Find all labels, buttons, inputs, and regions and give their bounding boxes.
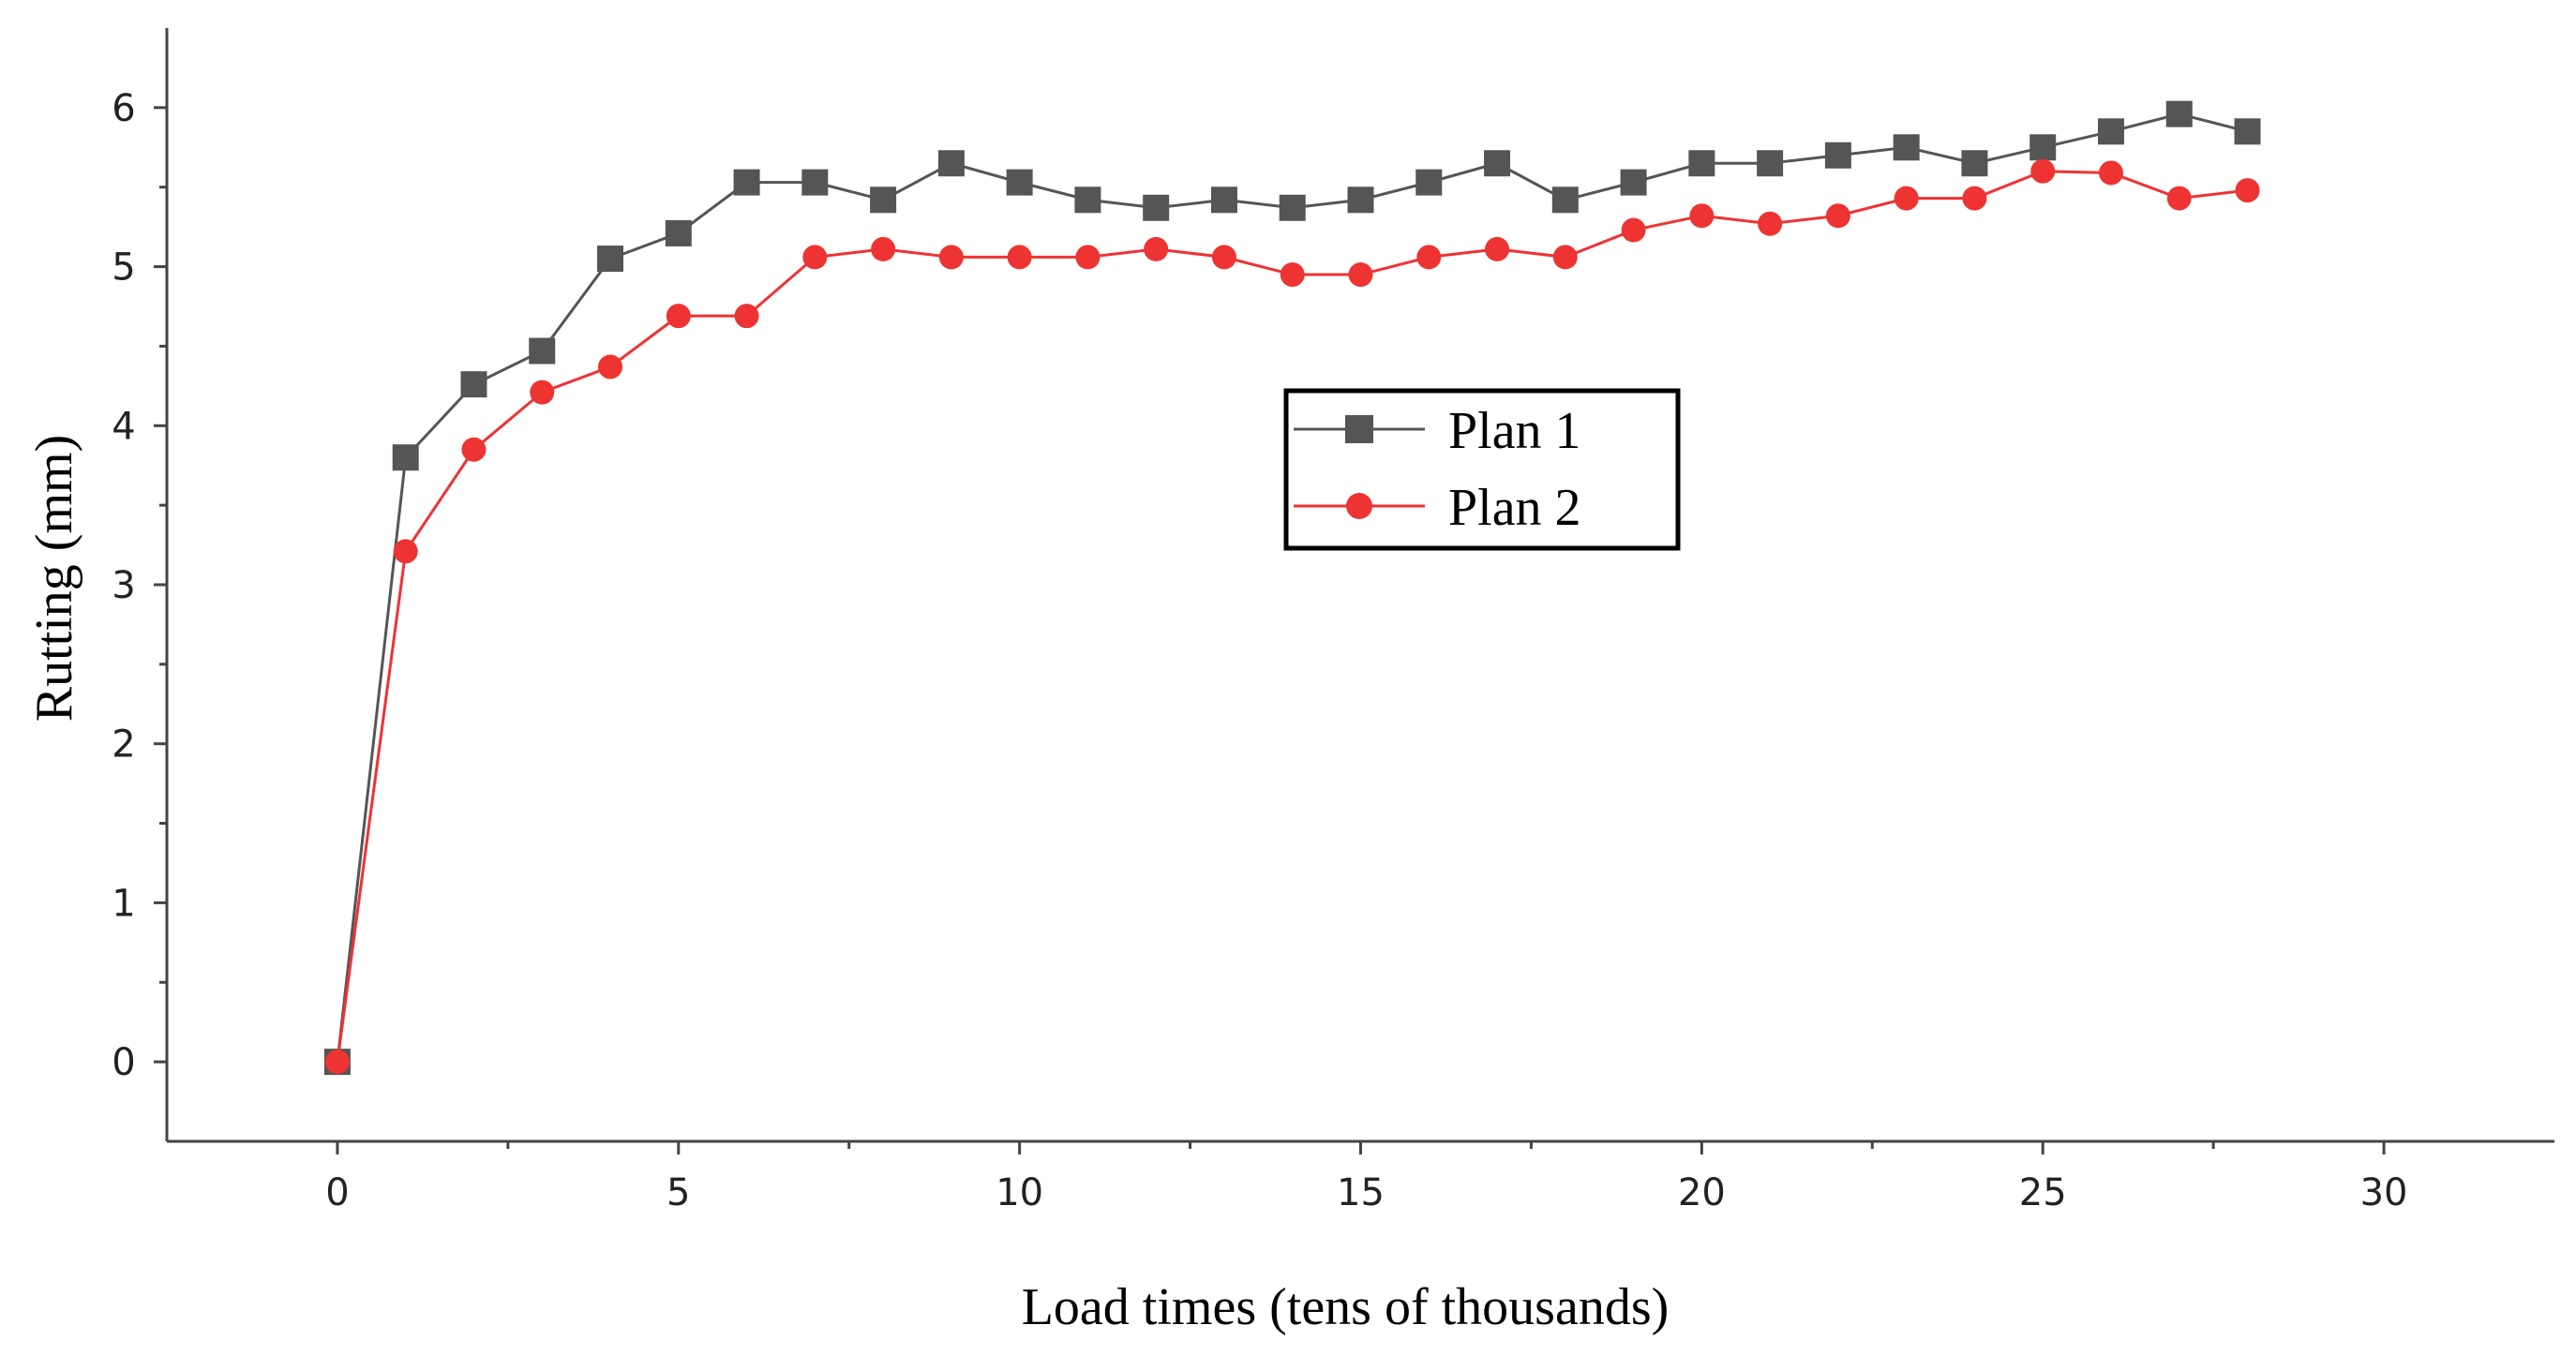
legend-marker-plan-1 (1345, 415, 1373, 443)
x-tick-label: 30 (2360, 1171, 2408, 1214)
data-point-plan-2 (1621, 217, 1646, 243)
data-point-plan-2 (2235, 178, 2260, 203)
data-point-plan-1 (1893, 134, 1920, 161)
data-point-plan-1 (1961, 150, 1988, 177)
y-tick-label: 1 (112, 882, 135, 925)
data-point-plan-1 (801, 169, 829, 196)
data-point-plan-1 (1757, 150, 1784, 177)
data-point-plan-2 (1894, 186, 1919, 211)
x-tick-label: 5 (666, 1171, 690, 1214)
data-point-plan-1 (1210, 186, 1237, 214)
data-point-plan-2 (666, 304, 691, 329)
data-point-plan-2 (1075, 245, 1101, 270)
y-axis-title: Rutting (mm) (25, 435, 83, 722)
x-tick-label: 15 (1337, 1171, 1385, 1214)
data-point-plan-2 (734, 304, 759, 329)
data-point-plan-1 (1415, 169, 1443, 196)
data-point-plan-1 (1620, 169, 1647, 196)
data-point-plan-1 (2029, 134, 2057, 161)
data-point-plan-2 (1144, 236, 1169, 261)
legend-marker-plan-2 (1346, 493, 1372, 519)
data-point-plan-2 (393, 539, 418, 564)
y-tick-label: 4 (112, 405, 135, 448)
data-point-plan-1 (2234, 118, 2261, 145)
data-point-plan-1 (392, 444, 419, 471)
data-point-plan-2 (2166, 186, 2192, 211)
data-point-plan-2 (871, 236, 896, 261)
data-point-plan-1 (1006, 169, 1033, 196)
data-point-plan-1 (937, 150, 965, 177)
data-point-plan-1 (1347, 186, 1374, 214)
x-tick-label: 20 (1678, 1171, 1726, 1214)
data-point-plan-2 (1552, 245, 1578, 270)
x-axis-title: Load times (tens of thousands) (1022, 1278, 1670, 1336)
data-point-plan-2 (938, 245, 964, 270)
y-tick-label: 0 (112, 1041, 135, 1084)
data-point-plan-1 (529, 337, 556, 365)
legend-label-plan-1: Plan 1 (1448, 402, 1581, 460)
data-point-plan-1 (1484, 150, 1511, 177)
x-tick-label: 10 (996, 1171, 1043, 1214)
data-point-plan-1 (733, 169, 760, 196)
y-tick-label: 2 (112, 723, 135, 767)
y-tick-label: 6 (112, 87, 135, 130)
data-point-plan-2 (324, 1050, 350, 1075)
data-point-plan-2 (1962, 186, 1987, 211)
ticks: 0 1 2 3 4 5 6 0 5 10 15 20 25 30 (112, 87, 2407, 1214)
data-point-plan-2 (1280, 262, 1305, 288)
series (323, 100, 2261, 1076)
series-line-plan-2 (336, 170, 2248, 1063)
data-point-plan-1 (1551, 186, 1579, 214)
data-point-plan-2 (1007, 245, 1032, 270)
y-tick-label: 5 (112, 246, 135, 290)
data-point-plan-2 (461, 437, 487, 462)
data-point-plan-2 (1758, 211, 1783, 236)
data-point-plan-1 (1688, 150, 1715, 177)
data-point-plan-2 (2098, 160, 2123, 186)
data-point-plan-2 (530, 380, 555, 405)
data-point-plan-2 (802, 245, 828, 270)
data-point-plan-1 (1279, 194, 1306, 221)
data-point-plan-1 (665, 219, 692, 246)
data-point-plan-1 (2097, 118, 2124, 145)
data-point-plan-2 (1348, 262, 1373, 288)
data-point-plan-2 (598, 354, 623, 380)
series-line-plan-1 (336, 112, 2248, 1063)
data-point-plan-1 (1143, 194, 1170, 221)
data-point-plan-1 (460, 371, 487, 398)
data-point-plan-1 (2165, 100, 2193, 127)
data-point-plan-1 (1824, 141, 1851, 169)
data-point-plan-2 (1416, 245, 1442, 270)
data-point-plan-2 (1689, 203, 1715, 229)
y-tick-label: 3 (112, 564, 135, 607)
data-point-plan-2 (1485, 236, 1510, 261)
data-point-plan-2 (1825, 203, 1850, 229)
x-tick-label: 25 (2019, 1171, 2067, 1214)
data-point-plan-1 (1074, 186, 1101, 214)
x-tick-label: 0 (325, 1171, 349, 1214)
data-point-plan-2 (2030, 158, 2056, 184)
legend-label-plan-2: Plan 2 (1448, 479, 1581, 537)
data-point-plan-1 (870, 186, 897, 214)
data-point-plan-2 (1211, 245, 1236, 270)
data-point-plan-1 (597, 246, 624, 273)
legend: Plan 1 Plan 2 (1283, 388, 1681, 551)
